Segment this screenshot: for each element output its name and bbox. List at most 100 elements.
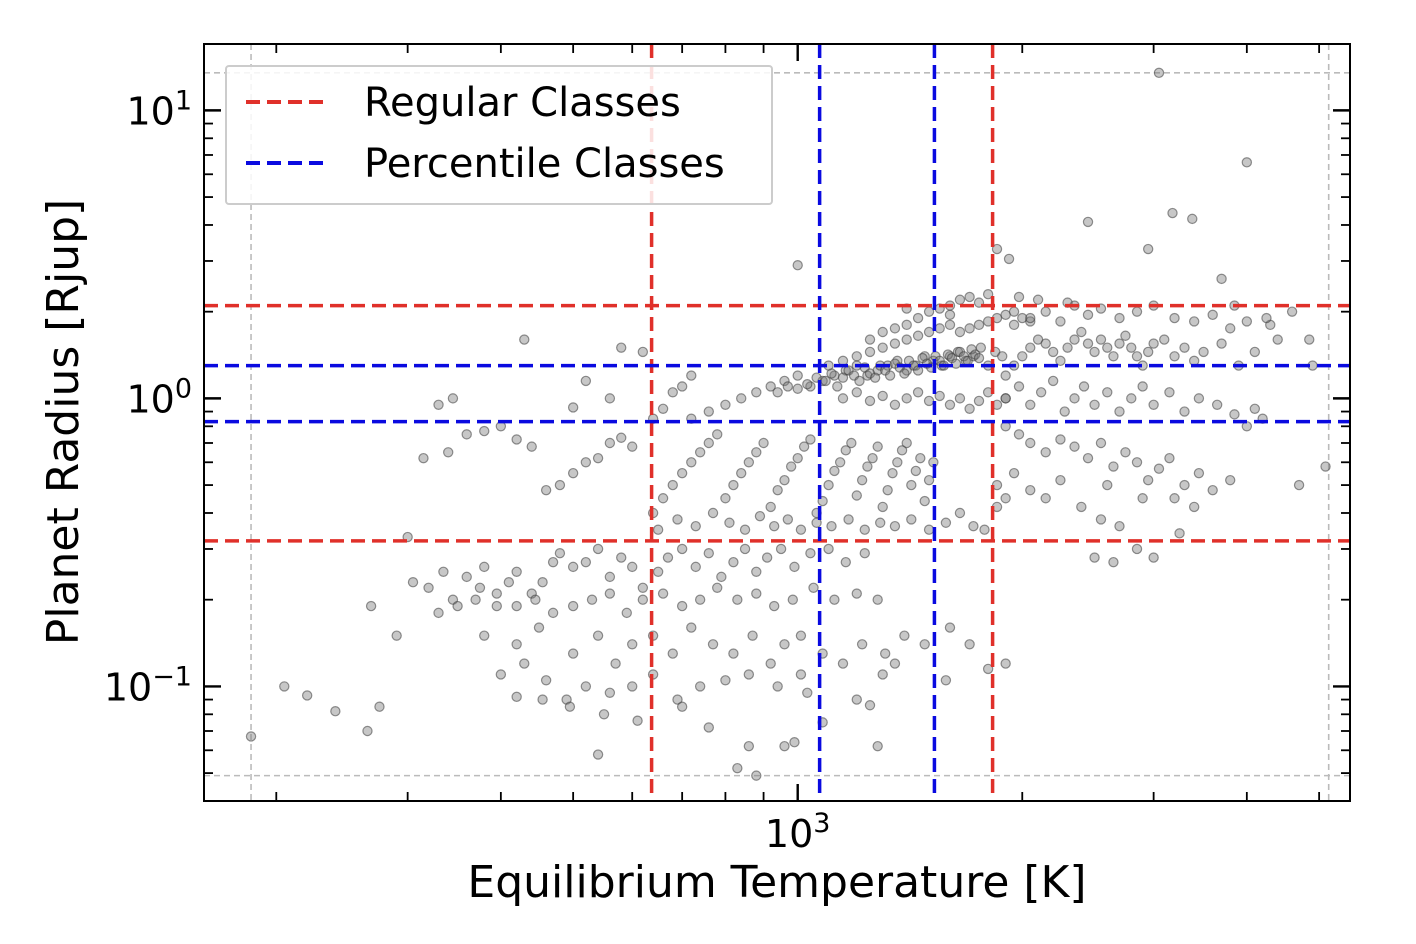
data-point-10	[438, 566, 449, 577]
data-point-127	[872, 740, 883, 752]
data-point-303	[901, 334, 912, 345]
data-point-129	[732, 762, 743, 774]
data-point-420	[1082, 452, 1094, 464]
data-point-7	[391, 630, 402, 641]
data-point-352	[1069, 334, 1080, 345]
data-point-421	[1095, 437, 1107, 449]
data-point-83	[765, 658, 776, 669]
data-point-42	[823, 543, 834, 555]
data-point-377	[1040, 306, 1051, 317]
data-point-26	[616, 552, 627, 563]
data-point-51	[530, 594, 541, 605]
data-point-144	[616, 432, 627, 443]
data-point-71	[511, 639, 522, 650]
data-point-56	[621, 607, 632, 619]
data-point-400	[1069, 393, 1080, 404]
data-point-81	[728, 648, 739, 659]
data-point-185	[840, 445, 851, 456]
data-point-131	[418, 452, 429, 464]
data-point-152	[447, 393, 459, 404]
data-point-395	[1013, 381, 1025, 392]
data-point-2	[301, 690, 313, 701]
data-point-148	[604, 393, 616, 404]
data-point-0	[245, 731, 257, 742]
data-point-266	[837, 372, 849, 383]
data-point-190	[867, 452, 878, 464]
data-point-327	[837, 393, 849, 404]
data-point-18	[526, 588, 537, 599]
data-point-111	[889, 658, 901, 669]
data-point-184	[834, 457, 846, 468]
data-point-155	[657, 403, 669, 415]
data-point-118	[632, 715, 643, 726]
data-point-138	[540, 484, 552, 496]
data-point-322	[923, 306, 935, 317]
data-point-367	[1169, 351, 1180, 362]
data-point-87	[837, 658, 849, 669]
data-point-415	[1013, 429, 1025, 440]
data-point-4	[362, 725, 373, 737]
data-point-425	[1142, 474, 1154, 486]
data-point-176	[785, 461, 797, 472]
data-point-343	[1000, 370, 1011, 381]
data-point-117	[598, 709, 610, 720]
data-point-258	[772, 387, 783, 398]
data-point-407	[1148, 399, 1159, 410]
data-point-365	[1148, 338, 1159, 349]
data-point-404	[1114, 406, 1125, 417]
data-point-469	[1320, 461, 1331, 472]
data-point-451	[792, 260, 803, 271]
y-tick-label-0: 10−1	[104, 661, 192, 709]
data-point-231	[736, 393, 747, 404]
data-point-182	[823, 479, 834, 491]
data-point-444	[1095, 514, 1107, 525]
data-point-307	[944, 319, 956, 331]
data-point-299	[851, 351, 862, 362]
data-point-54	[586, 594, 598, 605]
data-point-391	[1286, 306, 1298, 317]
data-point-88	[856, 639, 868, 650]
data-point-346	[1025, 342, 1036, 353]
data-point-428	[1179, 479, 1190, 491]
data-point-53	[567, 600, 579, 612]
data-point-412	[1229, 409, 1240, 420]
data-point-419	[1069, 441, 1080, 452]
data-point-361	[1126, 342, 1137, 353]
data-point-219	[889, 520, 901, 532]
x-axis-label: Equilibrium Temperature [K]	[467, 857, 1086, 908]
data-point-94	[1000, 658, 1011, 669]
data-point-225	[979, 524, 990, 535]
data-point-259	[782, 381, 794, 392]
data-point-417	[1040, 447, 1051, 458]
data-point-426	[1153, 463, 1165, 474]
data-point-76	[627, 639, 638, 650]
data-point-34	[716, 571, 727, 583]
data-point-234	[779, 375, 790, 387]
data-point-73	[567, 648, 579, 659]
data-point-74	[592, 630, 604, 641]
data-point-24	[592, 543, 604, 555]
data-point-405	[1126, 393, 1137, 404]
data-point-106	[743, 669, 755, 680]
data-point-306	[934, 323, 945, 334]
data-point-214	[811, 517, 822, 528]
data-point-33	[703, 548, 714, 559]
data-point-272	[869, 372, 881, 383]
data-point-434	[1169, 493, 1180, 504]
data-point-133	[461, 429, 472, 440]
data-point-17	[511, 566, 522, 577]
data-point-212	[782, 514, 794, 525]
data-point-162	[676, 467, 688, 479]
data-point-35	[728, 556, 739, 568]
data-point-301	[877, 342, 888, 353]
data-point-149	[616, 342, 627, 353]
data-point-141	[580, 457, 592, 468]
data-point-218	[875, 517, 886, 528]
data-point-58	[657, 588, 669, 599]
data-point-335	[934, 390, 945, 402]
data-point-43	[840, 556, 851, 568]
data-point-334	[923, 395, 935, 407]
data-point-177	[792, 452, 803, 464]
data-point-8	[407, 577, 419, 588]
data-point-187	[851, 490, 862, 501]
